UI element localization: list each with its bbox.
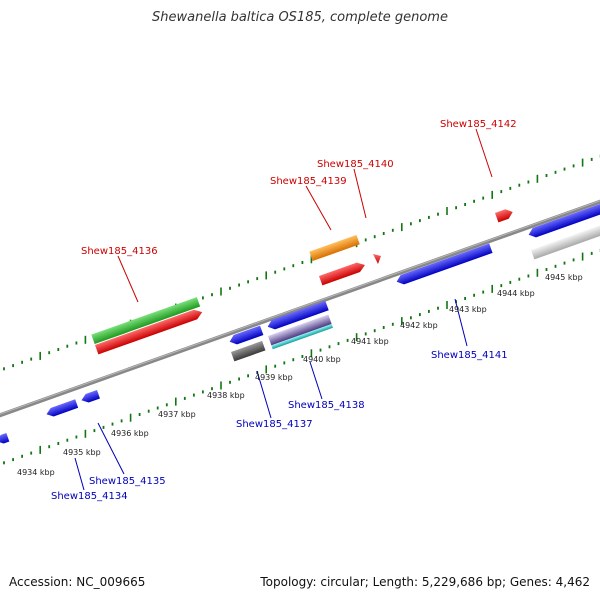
gene-label-4139[interactable]: Shew185_4139 [270,176,347,187]
gene-shew185-4137-blue[interactable] [228,325,264,347]
gene-shew185-4138-cyan[interactable] [271,323,333,350]
gene-label-4136[interactable]: Shew185_4136 [81,246,158,257]
gene-shew185-4136-green[interactable] [91,297,201,345]
reverse-tick-row [3,248,600,465]
gene-shew185-4140-red[interactable] [373,254,381,264]
kbp-label: 4936 kbp [111,429,149,438]
gene-label-4141[interactable]: Shew185_4141 [431,350,508,361]
leader-lines [74,128,493,491]
gene-label-4135[interactable]: Shew185_4135 [89,476,166,487]
gene-edge-right-blue[interactable] [527,199,600,240]
leader-line-4134 [74,457,85,491]
gene-shew185-4139-orange[interactable] [309,234,360,262]
kbp-label: 4935 kbp [63,448,101,457]
kbp-label: 4943 kbp [449,305,487,314]
accession-text: Accession: NC_009665 [9,575,146,589]
gene-shew185-4142-red[interactable] [495,207,514,223]
kbp-label: 4945 kbp [545,273,583,282]
kbp-label: 4938 kbp [207,391,245,400]
genome-backbone [0,199,600,418]
gene-labels: Shew185_4136 Shew185_4139 Shew185_4140 S… [51,119,517,502]
kbp-label: 4934 kbp [17,468,55,477]
gene-shew185-4139-red[interactable] [319,260,367,286]
leader-line-4141 [454,298,468,347]
topology-text: Topology: circular; Length: 5,229,686 bp… [260,575,590,589]
leader-line-4140 [353,168,367,219]
gene-shew185-4141-blue[interactable] [395,243,493,286]
gene-shew185-4138-purple[interactable] [268,314,332,346]
leader-line-4137 [256,370,272,419]
kbp-label: 4937 kbp [158,410,196,419]
gene-shew185-4134-blue[interactable] [45,399,79,418]
gene-label-4138[interactable]: Shew185_4138 [288,400,365,411]
gene-label-4137[interactable]: Shew185_4137 [236,419,313,430]
kbp-label: 4944 kbp [497,289,535,298]
gene-edge-blue[interactable] [0,432,10,446]
leader-line-4135 [97,422,125,475]
kbp-label: 4939 kbp [255,373,293,382]
leader-line-4139 [305,185,332,231]
leader-line-4136 [117,255,139,303]
genome-backbone-highlight [0,200,600,415]
leader-line-4142 [475,128,493,178]
gene-shew185-4138-blue[interactable] [266,300,329,332]
gene-label-4140[interactable]: Shew185_4140 [317,159,394,170]
gene-label-4134[interactable]: Shew185_4134 [51,491,128,502]
gene-shew185-4135-blue[interactable] [80,389,100,405]
forward-tick-row [3,154,600,371]
kbp-label: 4941 kbp [351,337,389,346]
map-title: Shewanella baltica OS185, complete genom… [152,10,448,25]
kbp-label: 4942 kbp [400,321,438,330]
gene-edge-right-gray[interactable] [531,219,600,260]
gene-shew185-4137-gray[interactable] [231,340,266,362]
gene-shew185-4136-red[interactable] [95,307,204,355]
kbp-scale-labels: 4934 kbp 4935 kbp 4936 kbp 4937 kbp 4938… [17,273,583,477]
kbp-label: 4940 kbp [303,355,341,364]
leader-line-4138 [309,361,323,400]
gene-label-4142[interactable]: Shew185_4142 [440,119,517,130]
